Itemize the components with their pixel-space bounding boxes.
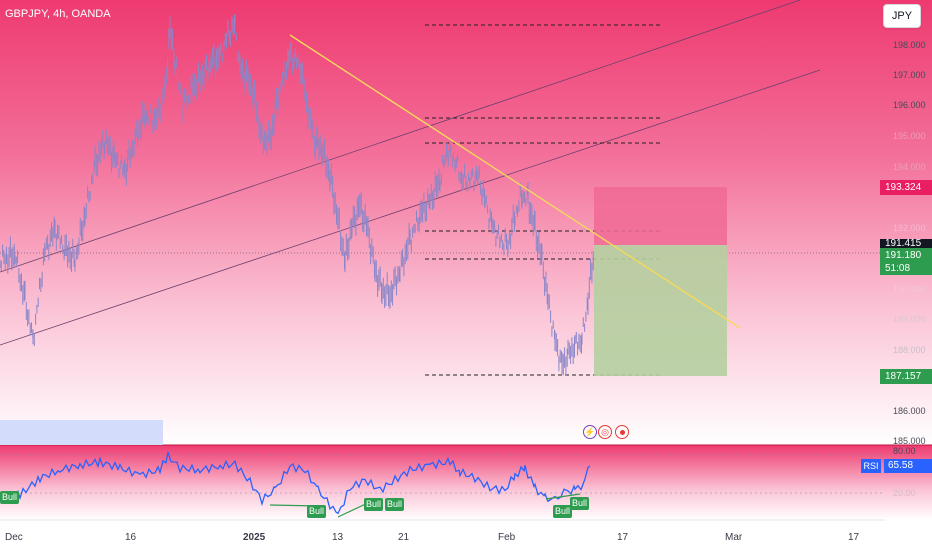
- time-tick: Mar: [725, 532, 743, 543]
- time-tick: 17: [617, 532, 629, 543]
- price-tick: 196.000: [893, 100, 926, 110]
- channel-line-upper[interactable]: [0, 0, 801, 273]
- currency-button[interactable]: JPY: [883, 4, 921, 28]
- stop-loss-zone[interactable]: [594, 187, 727, 245]
- price-tick: 197.000: [893, 70, 926, 80]
- time-tick: Feb: [498, 532, 516, 543]
- main-pane-background: [0, 0, 932, 445]
- price-tick: 188.000: [893, 345, 926, 355]
- symbol-title[interactable]: GBPJPY, 4h, OANDA: [5, 8, 111, 20]
- price-tick: 190.000: [893, 284, 926, 294]
- price-tick: 189.000: [893, 314, 926, 324]
- bull-tag[interactable]: Bull: [385, 498, 405, 511]
- take-profit-zone[interactable]: [594, 245, 727, 376]
- time-tick: 17: [848, 532, 860, 543]
- bull-tag[interactable]: Bull: [570, 497, 590, 510]
- time-tick: 21: [398, 532, 410, 543]
- bull-tag[interactable]: Bull: [553, 505, 573, 518]
- rsi-value-label: 65.58: [884, 459, 932, 473]
- entry-price-label: 191.415: [880, 239, 932, 249]
- rsi-badge[interactable]: RSI: [861, 459, 881, 473]
- price-tick: 198.000: [893, 40, 926, 50]
- price-tick: 185.000: [893, 436, 926, 446]
- bar-countdown-label: 51:08: [880, 262, 932, 275]
- time-axis-background: [0, 520, 932, 550]
- rsi-pane-background: [0, 445, 932, 520]
- rsi-level-bottom: 20.00: [893, 488, 916, 498]
- price-candles: [0, 14, 594, 376]
- rsi-level-top: 80.00: [893, 446, 916, 456]
- price-tick: 192.000: [893, 223, 926, 233]
- stop-price-label: 187.157: [880, 369, 932, 384]
- bull-tag[interactable]: Bull: [307, 505, 327, 518]
- target-icon[interactable]: [615, 425, 629, 439]
- highlight-box: [0, 420, 163, 445]
- time-tick: Dec: [5, 532, 23, 543]
- price-tick: 186.000: [893, 406, 926, 416]
- price-tick: 195.000: [893, 131, 926, 141]
- bull-tag[interactable]: Bull: [364, 498, 384, 511]
- descending-trendline[interactable]: [289, 34, 741, 329]
- target-icon[interactable]: ◎: [598, 425, 612, 439]
- candle-bars: [0, 14, 594, 376]
- rsi-line: [0, 451, 591, 515]
- target-price-label: 193.324: [880, 180, 932, 195]
- bull-tag[interactable]: Bull: [0, 491, 20, 504]
- channel-line-lower[interactable]: [0, 69, 821, 346]
- price-tick: 194.000: [893, 162, 926, 172]
- last-price-label: 191.180: [880, 248, 932, 263]
- time-tick: 13: [332, 532, 344, 543]
- time-tick: 16: [125, 532, 137, 543]
- time-tick: 2025: [243, 532, 266, 543]
- lightning-icon[interactable]: ⚡: [583, 425, 597, 439]
